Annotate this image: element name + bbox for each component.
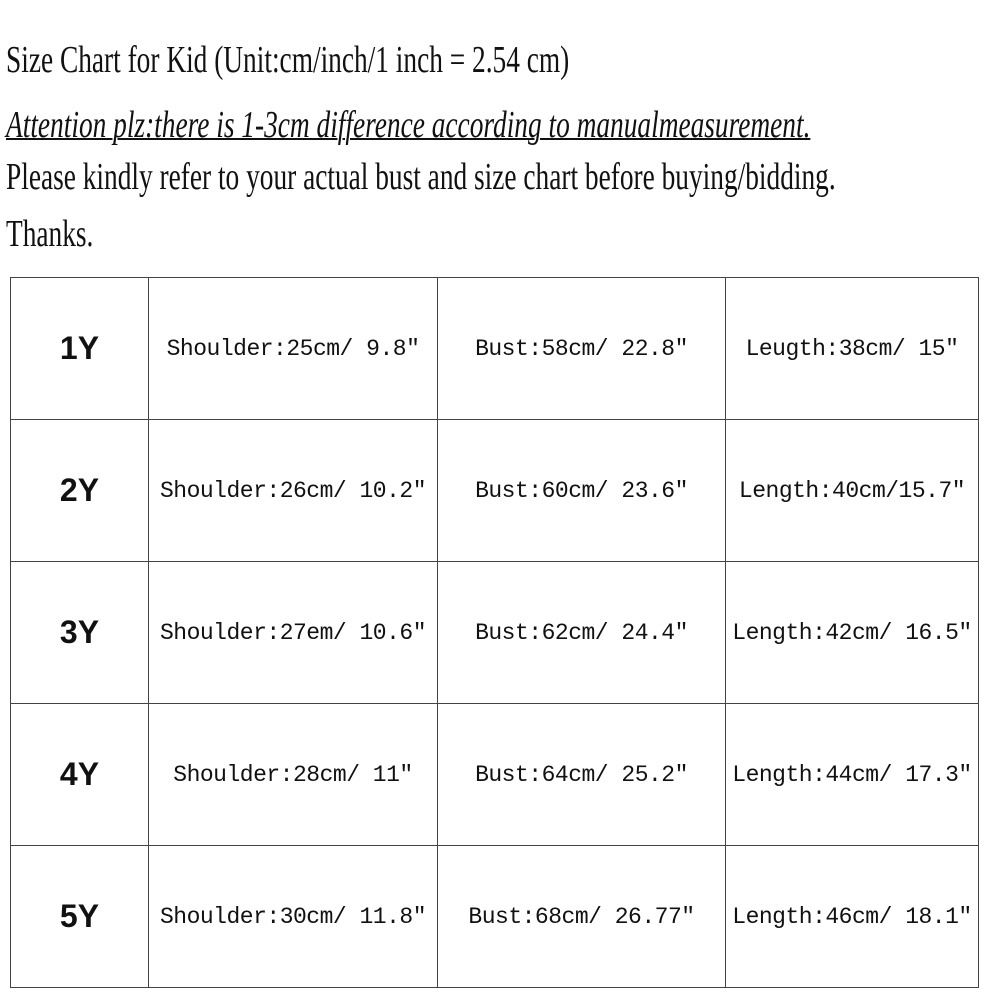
length-cell: Leugth:38cm/ 15" (725, 277, 979, 420)
table-row: 5Y Shoulder:30cm/ 11.8" Bust:68cm/ 26.77" L… (10, 845, 979, 988)
bust-cell: Bust:64cm/ 25.2" (437, 703, 726, 846)
attention-note: Attention plz:there is 1-3cm difference … (6, 104, 811, 146)
page-title: Size Chart for Kid (Unit:cm/inch/1 inch … (6, 39, 570, 81)
size-chart-table: 1Y Shoulder:25cm/ 9.8" Bust:58cm/ 22.8" Leu… (10, 277, 979, 988)
size-cell: 1Y (10, 277, 149, 420)
size-cell: 2Y (10, 419, 149, 562)
instruction-note: Please kindly refer to your actual bust … (6, 156, 836, 198)
shoulder-cell: Shoulder:26cm/ 10.2" (148, 419, 438, 562)
length-cell: Length:44cm/ 17.3" (725, 703, 979, 846)
length-cell: Length:42cm/ 16.5" (725, 561, 979, 704)
bust-cell: Bust:58cm/ 22.8" (437, 277, 726, 420)
size-cell: 5Y (10, 845, 149, 988)
size-cell: 4Y (10, 703, 149, 846)
bust-cell: Bust:62cm/ 24.4" (437, 561, 726, 704)
shoulder-cell: Shoulder:27em/ 10.6" (148, 561, 438, 704)
shoulder-cell: Shoulder:30cm/ 11.8" (148, 845, 438, 988)
shoulder-cell: Shoulder:25cm/ 9.8" (148, 277, 438, 420)
bust-cell: Bust:68cm/ 26.77" (437, 845, 726, 988)
size-cell: 3Y (10, 561, 149, 704)
table-row: 3Y Shoulder:27em/ 10.6" Bust:62cm/ 24.4" Le… (10, 561, 979, 704)
bust-cell: Bust:60cm/ 23.6" (437, 419, 726, 562)
length-cell: Length:46cm/ 18.1" (725, 845, 979, 988)
table-row: 2Y Shoulder:26cm/ 10.2" Bust:60cm/ 23.6" Le… (10, 419, 979, 562)
thanks-note: Thanks. (6, 213, 94, 255)
shoulder-cell: Shoulder:28cm/ 11" (148, 703, 438, 846)
length-cell: Length:40cm/15.7" (725, 419, 979, 562)
table-row: 4Y Shoulder:28cm/ 11" Bust:64cm/ 25.2" Leng… (10, 703, 979, 846)
table-row: 1Y Shoulder:25cm/ 9.8" Bust:58cm/ 22.8" Leu… (10, 277, 979, 420)
